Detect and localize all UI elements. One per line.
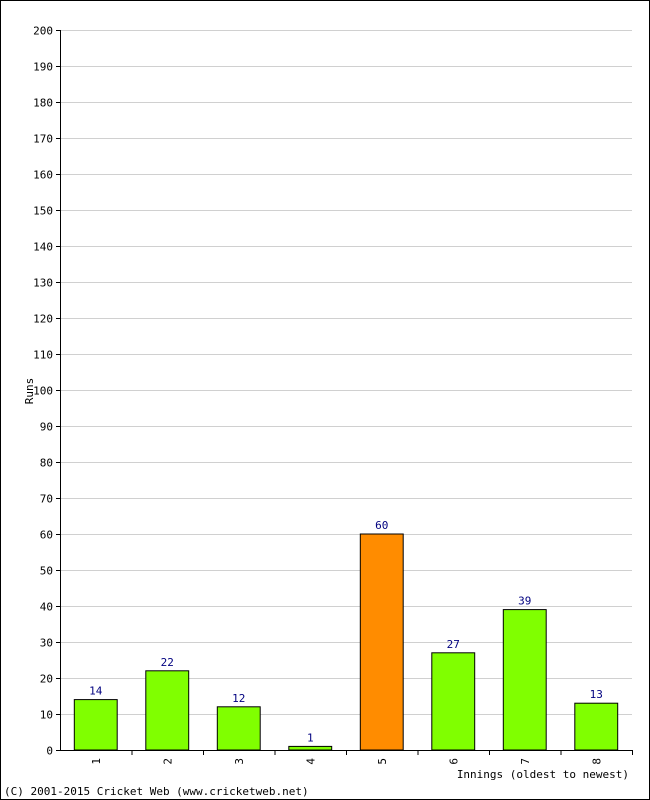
data-labels: 14 22 12 1 60 27 39 13 bbox=[89, 519, 603, 744]
x-tick-label: 3 bbox=[233, 758, 246, 765]
data-label: 13 bbox=[590, 688, 603, 701]
data-label: 39 bbox=[518, 595, 531, 608]
y-tick-label: 70 bbox=[40, 493, 53, 506]
data-label: 60 bbox=[375, 519, 388, 532]
x-axis-ticks: 1 2 3 4 5 6 7 8 bbox=[90, 750, 633, 765]
copyright-footer: (C) 2001-2015 Cricket Web (www.cricketwe… bbox=[4, 785, 309, 798]
bar bbox=[574, 702, 619, 751]
y-tick-label: 180 bbox=[33, 97, 53, 110]
x-tick-label: 4 bbox=[304, 758, 317, 765]
x-tick-label: 6 bbox=[447, 758, 460, 765]
bars bbox=[73, 533, 619, 751]
x-tick-label: 1 bbox=[90, 758, 103, 765]
x-tick-label: 8 bbox=[590, 758, 603, 765]
data-label: 22 bbox=[161, 656, 174, 669]
y-tick-label: 120 bbox=[33, 313, 53, 326]
y-tick-label: 20 bbox=[40, 673, 53, 686]
bar bbox=[73, 699, 118, 751]
y-tick-label: 190 bbox=[33, 61, 53, 74]
bar bbox=[431, 652, 476, 751]
data-label: 27 bbox=[447, 638, 460, 651]
bar bbox=[216, 706, 261, 751]
y-tick-label: 140 bbox=[33, 241, 53, 254]
y-tick-label: 50 bbox=[40, 565, 53, 578]
y-tick-label: 160 bbox=[33, 169, 53, 182]
y-tick-label: 60 bbox=[40, 529, 53, 542]
y-axis-label: Runs bbox=[23, 378, 36, 405]
y-tick-label: 150 bbox=[33, 205, 53, 218]
y-axis-ticks: 0 10 20 30 40 50 60 70 80 90 100 110 120 130 140 150 160… bbox=[33, 25, 60, 758]
y-tick-label: 0 bbox=[46, 745, 53, 758]
bar bbox=[145, 670, 190, 751]
y-tick-label: 100 bbox=[33, 385, 53, 398]
y-tick-label: 10 bbox=[40, 709, 53, 722]
x-tick-label: 7 bbox=[519, 758, 532, 765]
bar bbox=[502, 609, 547, 751]
y-tick-label: 80 bbox=[40, 457, 53, 470]
data-label: 14 bbox=[89, 685, 103, 698]
x-axis-label: Innings (oldest to newest) bbox=[457, 768, 629, 781]
data-label: 12 bbox=[232, 692, 245, 705]
bar bbox=[288, 745, 333, 751]
x-tick-label: 5 bbox=[376, 758, 389, 765]
y-tick-label: 130 bbox=[33, 277, 53, 290]
y-tick-label: 90 bbox=[40, 421, 53, 434]
y-tick-label: 200 bbox=[33, 25, 53, 38]
y-tick-label: 30 bbox=[40, 637, 53, 650]
x-tick-label: 2 bbox=[161, 758, 174, 765]
data-label: 1 bbox=[307, 731, 314, 744]
y-tick-label: 40 bbox=[40, 601, 53, 614]
y-tick-label: 170 bbox=[33, 133, 53, 146]
bar bbox=[359, 533, 404, 751]
y-tick-label: 110 bbox=[33, 349, 53, 362]
